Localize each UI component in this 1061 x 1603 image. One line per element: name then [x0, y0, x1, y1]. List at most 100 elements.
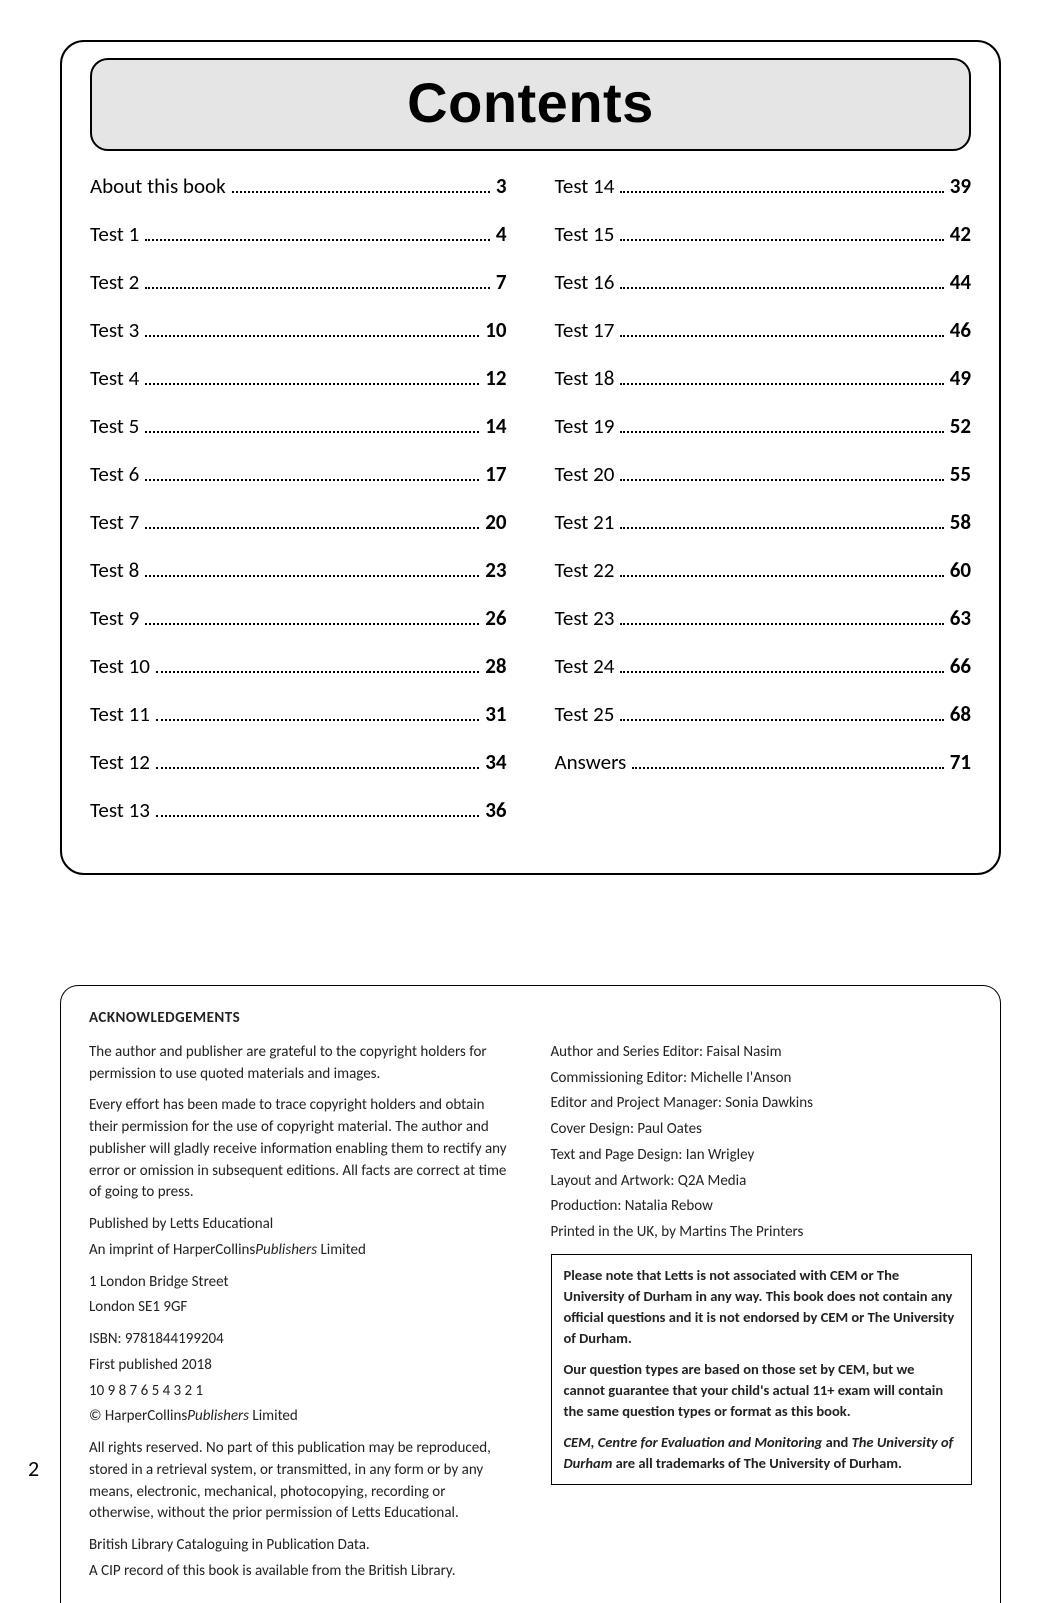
british-library-2: A CIP record of this book is available f… [89, 1561, 511, 1583]
toc-page-number: 60 [950, 557, 971, 583]
toc-label: Test 20 [555, 461, 615, 487]
toc-leader-dots [632, 767, 943, 769]
toc-label: Test 16 [555, 269, 615, 295]
toc-page-number: 39 [950, 173, 971, 199]
toc-row: Answers71 [555, 749, 972, 775]
toc-page-number: 14 [485, 413, 506, 439]
isbn: ISBN: 9781844199204 [89, 1329, 511, 1351]
ack-para-permissions: The author and publisher are grateful to… [89, 1042, 511, 1086]
disclaimer-1: Please note that Letts is not associated… [564, 1265, 960, 1349]
toc-row: Test 2260 [555, 557, 972, 583]
toc-label: Test 19 [555, 413, 615, 439]
toc-label: About this book [90, 173, 226, 199]
toc-row: Test 2158 [555, 509, 972, 535]
toc-page-number: 26 [485, 605, 506, 631]
toc-leader-dots [156, 815, 479, 817]
acknowledgements-left: The author and publisher are grateful to… [89, 1042, 511, 1593]
imprint-suffix: Limited [317, 1241, 366, 1259]
toc-page-number: 66 [950, 653, 971, 679]
toc-label: Test 10 [90, 653, 150, 679]
toc-page-number: 4 [496, 221, 507, 247]
toc-row: Test 412 [90, 365, 507, 391]
toc-leader-dots [145, 383, 479, 385]
copyright-prefix: © HarperCollins [89, 1407, 187, 1425]
toc-leader-dots [620, 431, 943, 433]
toc-label: Test 6 [90, 461, 139, 487]
toc-page-number: 10 [485, 317, 506, 343]
toc-row: Test 24 66 [555, 653, 972, 679]
credit-line: Author and Series Editor: Faisal Nasim [551, 1042, 973, 1064]
toc-page-number: 44 [950, 269, 971, 295]
imprint-italic: Publishers [255, 1241, 317, 1259]
toc-page-number: 52 [950, 413, 971, 439]
toc-row: About this book 3 [90, 173, 507, 199]
toc-page-number: 55 [950, 461, 971, 487]
credit-line: Printed in the UK, by Martins The Printe… [551, 1222, 973, 1244]
toc-page-number: 3 [496, 173, 507, 199]
toc-page-number: 20 [485, 509, 506, 535]
toc-label: Test 13 [90, 797, 150, 823]
toc-leader-dots [156, 671, 479, 673]
toc-leader-dots [156, 719, 479, 721]
toc-page-number: 34 [485, 749, 506, 775]
acknowledgements-columns: The author and publisher are grateful to… [89, 1042, 972, 1593]
toc-label: Test 15 [555, 221, 615, 247]
toc-column-right: Test 1439Test 1542Test 1644Test 1746Test… [555, 173, 972, 845]
toc-page-number: 46 [950, 317, 971, 343]
toc-page-number: 12 [485, 365, 506, 391]
toc-row: Test 720 [90, 509, 507, 535]
toc-label: Test 11 [90, 701, 150, 727]
toc-leader-dots [620, 719, 943, 721]
address-line-2: London SE1 9GF [89, 1297, 511, 1319]
toc-label: Test 9 [90, 605, 139, 631]
toc-page-number: 31 [485, 701, 506, 727]
published-by: Published by Letts Educational [89, 1214, 511, 1236]
toc-row: Test 1439 [555, 173, 972, 199]
toc-row: Test 1234 [90, 749, 507, 775]
toc-row: Test 823 [90, 557, 507, 583]
disclaimer-3: CEM, Centre for Evaluation and Monitorin… [564, 1432, 960, 1474]
credit-line: Editor and Project Manager: Sonia Dawkin… [551, 1093, 973, 1115]
toc-row: Test 15 42 [555, 221, 972, 247]
acknowledgements-panel: ACKNOWLEDGEMENTS The author and publishe… [60, 985, 1001, 1603]
toc-label: Test 21 [555, 509, 615, 535]
toc-page-number: 42 [950, 221, 971, 247]
toc-row: Test 23 63 [555, 605, 972, 631]
toc-row: Test 3 10 [90, 317, 507, 343]
disclaimer-3-mid: and [822, 1433, 851, 1451]
toc-leader-dots [156, 767, 479, 769]
toc-page-number: 71 [950, 749, 971, 775]
toc-page-number: 63 [950, 605, 971, 631]
toc-label: Test 8 [90, 557, 139, 583]
acknowledgements-title: ACKNOWLEDGEMENTS [89, 1008, 972, 1030]
toc-row: Test 2568 [555, 701, 972, 727]
disclaimer-3-ital-1: CEM, Centre for Evaluation and Monitorin… [564, 1433, 823, 1451]
page-number: 2 [28, 1455, 39, 1482]
copyright-line: © HarperCollinsPublishers Limited [89, 1406, 511, 1428]
toc-leader-dots [145, 335, 479, 337]
toc-row: Test 9 26 [90, 605, 507, 631]
toc-page-number: 28 [485, 653, 506, 679]
toc-row: Test 14 [90, 221, 507, 247]
toc-label: Test 3 [90, 317, 139, 343]
toc-label: Test 24 [555, 653, 615, 679]
address-line-1: 1 London Bridge Street [89, 1272, 511, 1294]
imprint-prefix: An imprint of HarperCollins [89, 1241, 255, 1259]
toc-label: Test 23 [555, 605, 615, 631]
toc-row: Test 1336 [90, 797, 507, 823]
toc-row: Test 27 [90, 269, 507, 295]
disclaimer-box: Please note that Letts is not associated… [551, 1254, 973, 1485]
copyright-italic: Publishers [187, 1407, 249, 1425]
credits-list: Author and Series Editor: Faisal NasimCo… [551, 1042, 973, 1244]
toc-row: Test 11 31 [90, 701, 507, 727]
toc-leader-dots [620, 191, 943, 193]
british-library-1: British Library Cataloguing in Publicati… [89, 1535, 511, 1557]
contents-title-box: Contents [90, 58, 971, 151]
acknowledgements-right: Author and Series Editor: Faisal NasimCo… [551, 1042, 973, 1593]
toc-leader-dots [620, 575, 943, 577]
copyright-suffix: Limited [249, 1407, 298, 1425]
contents-panel: Contents About this book 3 Test 14 Test 27 T… [60, 40, 1001, 875]
first-published: First published 2018 [89, 1355, 511, 1377]
credit-line: Layout and Artwork: Q2A Media [551, 1171, 973, 1193]
toc-page-number: 49 [950, 365, 971, 391]
